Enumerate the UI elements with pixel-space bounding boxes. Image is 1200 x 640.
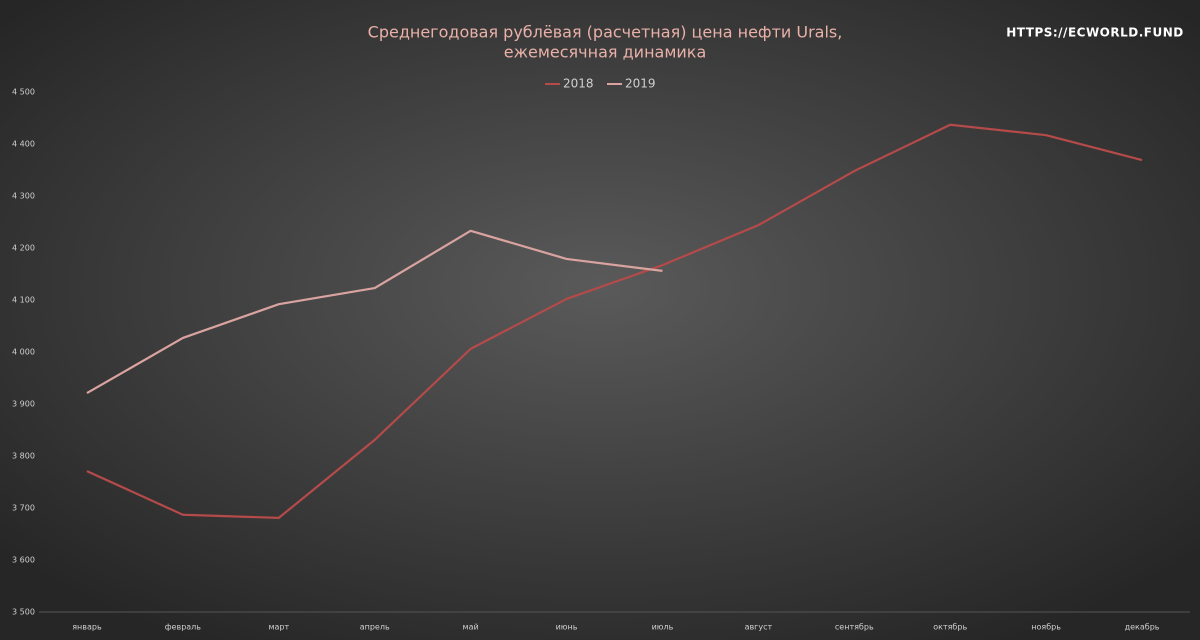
series-line [86, 123, 1143, 519]
x-tick-label: ноябрь [1031, 623, 1061, 632]
y-tick-label: 4 500 [12, 88, 35, 97]
chart-title: Среднегодовая рублёвая (расчетная) цена … [368, 23, 843, 42]
watermark: HTTPS://ECWORLD.FUND [1006, 26, 1183, 40]
y-tick-label: 3 500 [12, 608, 35, 617]
y-tick-label: 4 400 [12, 140, 35, 149]
y-tick-label: 3 600 [12, 556, 35, 565]
series-line [86, 229, 663, 395]
x-tick-label: май [463, 623, 479, 632]
legend-label: 2018 [563, 77, 594, 91]
chart-title: ежемесячная динамика [504, 43, 707, 62]
x-tick-label: апрель [360, 623, 390, 632]
y-tick-label: 4 100 [12, 296, 35, 305]
y-tick-label: 4 200 [12, 244, 35, 253]
legend-label: 2019 [625, 77, 656, 91]
x-tick-label: октябрь [933, 623, 967, 632]
x-tick-label: сентябрь [835, 623, 874, 632]
x-tick-label: август [745, 623, 773, 632]
y-tick-label: 3 800 [12, 452, 35, 461]
x-tick-label: март [268, 623, 289, 632]
x-tick-label: июнь [556, 623, 578, 632]
y-tick-label: 3 700 [12, 504, 35, 513]
x-tick-label: июль [652, 623, 674, 632]
y-tick-label: 4 300 [12, 192, 35, 201]
x-tick-label: декабрь [1125, 623, 1160, 632]
y-tick-label: 4 000 [12, 348, 35, 357]
x-tick-label: февраль [165, 623, 202, 632]
x-tick-label: январь [72, 623, 102, 632]
y-tick-label: 3 900 [12, 400, 35, 409]
